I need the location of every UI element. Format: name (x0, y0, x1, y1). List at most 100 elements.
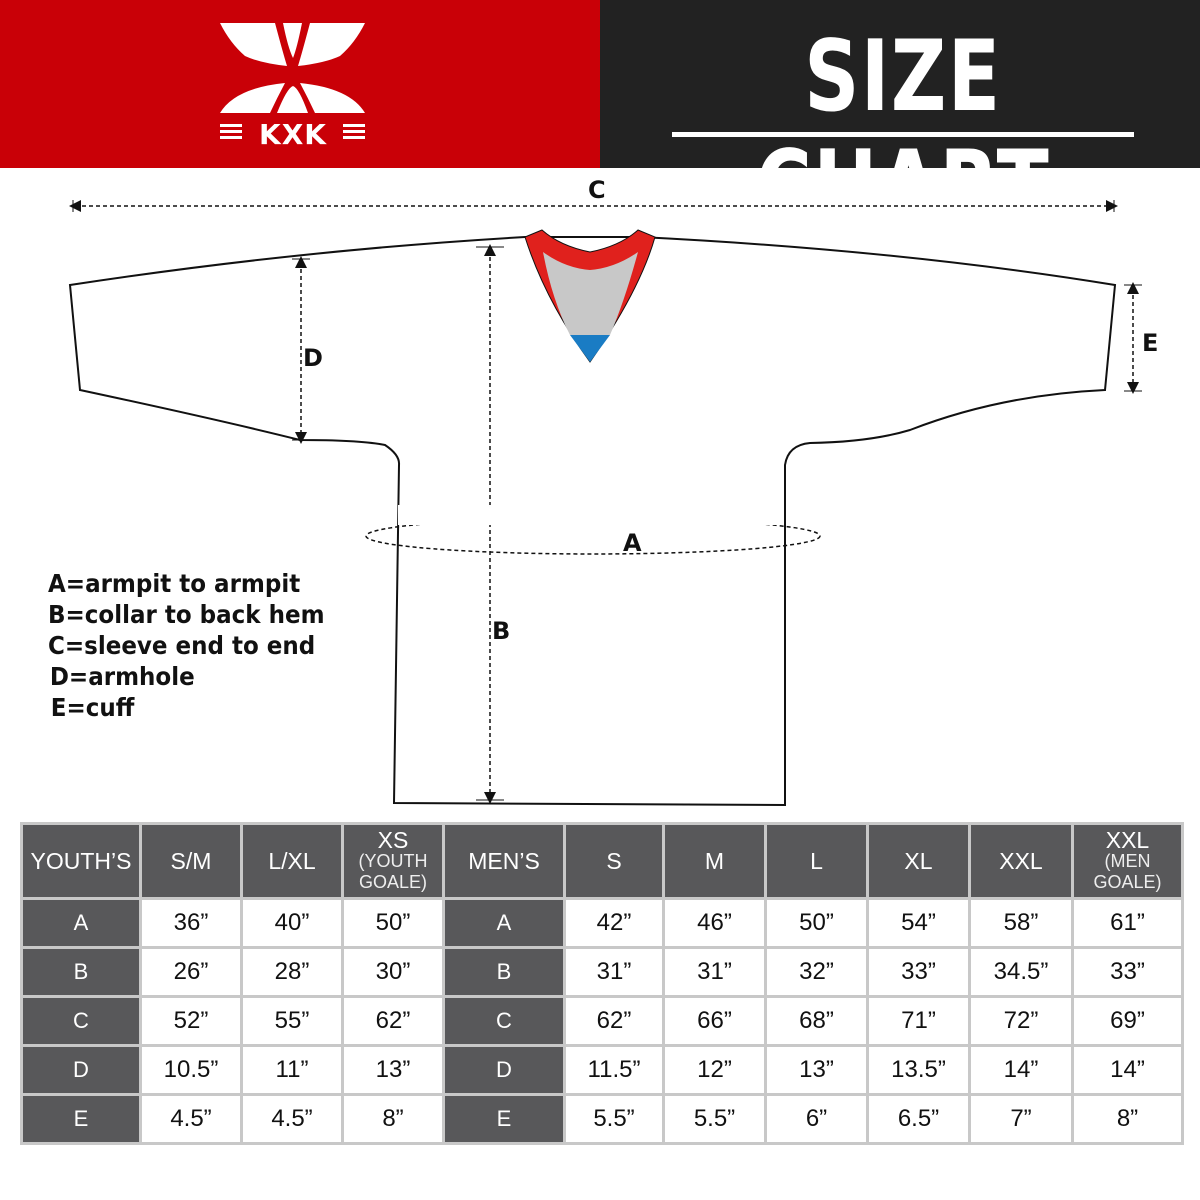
measurement-cell: 62” (341, 995, 445, 1047)
row-header-cell: C (442, 995, 566, 1047)
measurement-cell: 7” (968, 1093, 1074, 1145)
column-header-label: M (704, 848, 725, 874)
row-header-cell: C (20, 995, 142, 1047)
measurement-cell: 6.5” (866, 1093, 971, 1145)
measurement-cell: 13” (341, 1044, 445, 1096)
legend-e: E=cuff (50, 693, 135, 722)
column-header-label: L/XL (268, 848, 316, 874)
measurement-cell: 28” (240, 946, 344, 998)
measurement-cell: 55” (240, 995, 344, 1047)
measurement-cell: 33” (866, 946, 971, 998)
column-header: XS (YOUTH GOALE) (341, 822, 445, 900)
label-c: C (588, 176, 606, 204)
measurement-cell: 10.5” (139, 1044, 243, 1096)
measurement-cell: 13” (764, 1044, 869, 1096)
measurement-cell: 11.5” (563, 1044, 665, 1096)
measurement-cell: 14” (968, 1044, 1074, 1096)
table-row: A 36” 40” 50” A 42” 46” 50” 54” 58” 61” (20, 897, 1184, 949)
measurement-cell: 50” (764, 897, 869, 949)
legend-b: B=collar to back hem (48, 600, 325, 629)
row-header-cell: A (442, 897, 566, 949)
row-header-cell: D (442, 1044, 566, 1096)
measurement-cell: 31” (662, 946, 767, 998)
measurement-cell: 6” (764, 1093, 869, 1145)
row-header-cell: E (20, 1093, 142, 1145)
size-table: YOUTH’S S/M L/XL XS (YOUTH GOALE) MEN’S S M L XL X… (20, 822, 1184, 1145)
column-header-label: S/M (170, 848, 212, 874)
measurement-cell: 54” (866, 897, 971, 949)
measurement-cell: 62” (563, 995, 665, 1047)
collar-inner (543, 252, 638, 335)
column-header: XXL (968, 822, 1074, 900)
column-header-label: L (810, 848, 823, 874)
column-header-label: XL (904, 848, 933, 874)
column-header-sublabel: (YOUTH GOALE) (358, 851, 428, 892)
column-header: XL (866, 822, 971, 900)
legend-a: A=armpit to armpit (48, 569, 301, 598)
measurement-cell: 32” (764, 946, 869, 998)
label-b: B (492, 617, 511, 645)
measurement-legend: A=armpit to armpit B=collar to back hem … (48, 568, 349, 723)
measurement-cell: 46” (662, 897, 767, 949)
measurement-cell: 58” (968, 897, 1074, 949)
column-header: S/M (139, 822, 243, 900)
label-e: E (1142, 329, 1159, 357)
jersey-diagram (68, 200, 1142, 807)
title-banner (600, 0, 1200, 168)
collar-tip (570, 335, 610, 362)
measurement-cell: 13.5” (866, 1044, 971, 1096)
measurement-cell: 8” (341, 1093, 445, 1145)
title-underline (672, 132, 1134, 137)
legend-d: D=armhole (49, 662, 195, 691)
measurement-cell: 69” (1071, 995, 1184, 1047)
column-header: L (764, 822, 869, 900)
column-header-label: XXL (1105, 827, 1150, 853)
measurement-cell: 71” (866, 995, 971, 1047)
column-header-sublabel: (MEN GOALE) (1093, 851, 1162, 892)
measurement-cell: 52” (139, 995, 243, 1047)
measurement-cell: 30” (341, 946, 445, 998)
measurement-cell: 4.5” (139, 1093, 243, 1145)
column-header: S (563, 822, 665, 900)
column-header: YOUTH’S (20, 822, 142, 900)
svg-text:KXK: KXK (259, 118, 327, 151)
row-header-cell: B (20, 946, 142, 998)
measurement-cell: 31” (563, 946, 665, 998)
row-header-cell: E (442, 1093, 566, 1145)
measurement-cell: 50” (341, 897, 445, 949)
row-header-cell: B (442, 946, 566, 998)
row-header-cell: A (20, 897, 142, 949)
page-title: SIZE CHART (755, 20, 1051, 244)
measurement-cell: 12” (662, 1044, 767, 1096)
table-row: E 4.5” 4.5” 8” E 5.5” 5.5” 6” 6.5” 7” 8” (20, 1093, 1184, 1145)
table-row: D 10.5” 11” 13” D 11.5” 12” 13” 13.5” 14” 14” (20, 1044, 1184, 1096)
measurement-cell: 26” (139, 946, 243, 998)
column-header: MEN’S (442, 822, 566, 900)
measurement-cell: 40” (240, 897, 344, 949)
measurement-cell: 5.5” (662, 1093, 767, 1145)
measurement-cell: 68” (764, 995, 869, 1047)
measurement-cell: 14” (1071, 1044, 1184, 1096)
measurement-cell: 33” (1071, 946, 1184, 998)
column-header-label: YOUTH’S (30, 848, 132, 874)
legend-c: C=sleeve end to end (48, 631, 316, 660)
measurement-cell: 42” (563, 897, 665, 949)
kxk-logo: KXK (220, 23, 365, 151)
measurement-cell: 5.5” (563, 1093, 665, 1145)
column-header-label: S (606, 848, 622, 874)
row-header-cell: D (20, 1044, 142, 1096)
column-header: XXL (MEN GOALE) (1071, 822, 1184, 900)
measurement-cell: 66” (662, 995, 767, 1047)
table-row: B 26” 28” 30” B 31” 31” 32” 33” 34.5” 33” (20, 946, 1184, 998)
measurement-cell: 8” (1071, 1093, 1184, 1145)
column-header: M (662, 822, 767, 900)
measurement-cell: 4.5” (240, 1093, 344, 1145)
label-d: D (303, 344, 323, 372)
column-header-label: XXL (999, 848, 1043, 874)
label-a: A (623, 529, 642, 557)
column-header: L/XL (240, 822, 344, 900)
column-header-label: MEN’S (468, 848, 540, 874)
table-header-row: YOUTH’S S/M L/XL XS (YOUTH GOALE) MEN’S S M L XL X… (20, 822, 1184, 900)
measurement-cell: 36” (139, 897, 243, 949)
table-row: C 52” 55” 62” C 62” 66” 68” 71” 72” 69” (20, 995, 1184, 1047)
